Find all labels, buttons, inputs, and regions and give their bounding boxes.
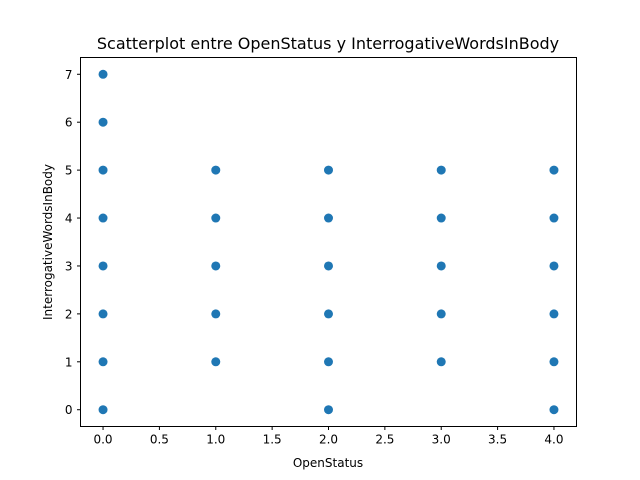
x-tick-label: 0.5	[150, 433, 169, 447]
y-tick-label: 5	[65, 164, 73, 178]
x-tick-label: 2.0	[319, 433, 338, 447]
y-tick-label: 3	[65, 259, 73, 273]
data-point	[549, 165, 559, 175]
data-point	[436, 165, 446, 175]
data-point	[549, 357, 559, 367]
chart-title: Scatterplot entre OpenStatus y Interroga…	[97, 34, 559, 53]
data-point	[324, 213, 333, 223]
data-point	[549, 309, 559, 319]
x-tick-label: 0.0	[93, 433, 112, 447]
x-axis-label: OpenStatus	[293, 456, 363, 470]
data-point	[549, 213, 559, 223]
x-tick-label: 3.5	[488, 433, 507, 447]
data-point	[98, 405, 108, 415]
data-point	[98, 357, 108, 367]
y-axis-label: InterrogativeWordsInBody	[41, 164, 55, 320]
data-point	[211, 309, 221, 319]
data-point	[549, 261, 559, 271]
data-point	[98, 261, 108, 271]
data-point	[98, 117, 108, 127]
y-tick-label: 7	[65, 68, 73, 82]
y-tick-label: 0	[65, 403, 73, 417]
data-point	[211, 261, 221, 271]
data-point	[436, 357, 446, 367]
x-tick-label: 4.0	[544, 433, 563, 447]
y-tick-label: 2	[65, 307, 73, 321]
data-point	[436, 261, 446, 271]
data-point	[324, 309, 333, 319]
x-tick-label: 2.5	[375, 433, 394, 447]
data-point	[211, 357, 221, 367]
data-point	[211, 213, 221, 223]
y-axis-ticks: 0 1 2 3 4 5 6 7	[65, 68, 81, 417]
data-point	[98, 309, 108, 319]
data-point	[98, 213, 108, 223]
data-point	[436, 213, 446, 223]
y-tick-label: 6	[65, 116, 73, 130]
plot-frame	[80, 57, 577, 427]
data-point	[211, 165, 221, 175]
y-tick-label: 1	[65, 355, 73, 369]
x-axis-ticks: 0.0 0.5 1.0 1.5 2.0 2.5 3.0 3.5 4.0	[93, 426, 564, 447]
data-point	[98, 165, 108, 175]
data-point	[324, 405, 333, 415]
data-point	[324, 357, 333, 367]
points-group	[98, 69, 559, 415]
data-point	[324, 165, 333, 175]
x-tick-label: 3.0	[432, 433, 451, 447]
data-point	[436, 309, 446, 319]
x-tick-label: 1.0	[206, 433, 225, 447]
data-point	[98, 69, 108, 79]
data-point	[549, 405, 559, 415]
x-tick-label: 1.5	[263, 433, 282, 447]
data-point	[324, 261, 333, 271]
y-tick-label: 4	[65, 212, 73, 226]
